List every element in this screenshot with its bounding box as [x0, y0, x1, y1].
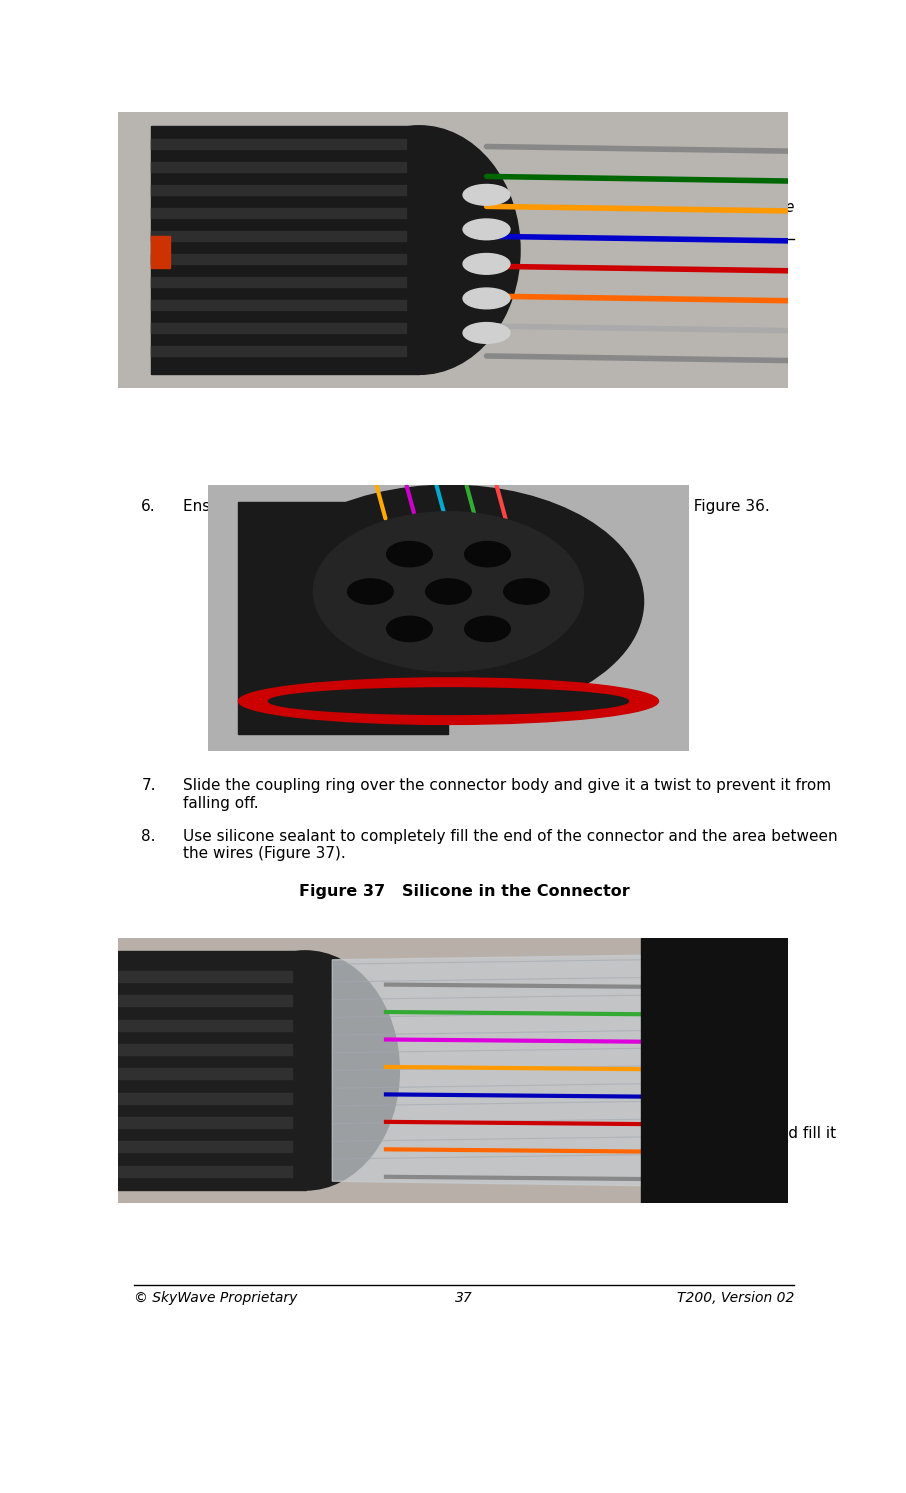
Bar: [238, 502, 448, 735]
Text: Figure 36   O-Ring over Connector Body: Figure 36 O-Ring over Connector Body: [284, 536, 644, 551]
Text: Figure 35   Wires and Solder Cups: Figure 35 Wires and Solder Cups: [311, 251, 618, 266]
Bar: [118, 996, 292, 1006]
Bar: [151, 346, 406, 355]
Text: Use silicone sealant to completely fill the end of the connector and the area be: Use silicone sealant to completely fill …: [183, 829, 838, 861]
Ellipse shape: [254, 485, 643, 718]
Text: © SkyWave Proprietary: © SkyWave Proprietary: [134, 1291, 298, 1305]
Bar: [118, 951, 305, 1190]
Text: 8.: 8.: [141, 829, 156, 844]
Text: 7.: 7.: [141, 778, 156, 793]
Bar: [151, 300, 406, 311]
Bar: [118, 1117, 292, 1129]
Bar: [118, 1141, 292, 1153]
Bar: [151, 125, 419, 375]
Polygon shape: [333, 956, 641, 1185]
Bar: [151, 254, 406, 264]
Bar: [118, 1044, 292, 1056]
Bar: [118, 1069, 292, 1079]
Text: Slide the coupling ring over the connector body and give it a twist to prevent i: Slide the coupling ring over the connect…: [183, 778, 832, 811]
Bar: [151, 276, 406, 287]
Ellipse shape: [463, 185, 510, 205]
Text: T200, Version 02: T200, Version 02: [677, 1291, 795, 1305]
Text: Figure 37   Silicone in the Connector: Figure 37 Silicone in the Connector: [299, 884, 630, 899]
Text: 6.: 6.: [141, 499, 156, 514]
Text: IDP 600 Terminal Series - Hardware Guide: IDP 600 Terminal Series - Hardware Guide: [487, 200, 795, 215]
Ellipse shape: [463, 254, 510, 275]
Ellipse shape: [463, 322, 510, 343]
Bar: [641, 938, 788, 1203]
Bar: [118, 1166, 292, 1176]
Ellipse shape: [463, 219, 510, 240]
Ellipse shape: [313, 512, 583, 672]
Text: 37: 37: [456, 1291, 473, 1305]
Circle shape: [465, 617, 510, 642]
Bar: [118, 1093, 292, 1103]
Circle shape: [348, 579, 393, 605]
Ellipse shape: [268, 688, 629, 715]
Text: Ensure the O-ring is in place over the connector body as shown in Figure 36.: Ensure the O-ring is in place over the c…: [183, 499, 770, 514]
Ellipse shape: [212, 951, 400, 1190]
Bar: [151, 208, 406, 218]
Bar: [118, 1020, 292, 1030]
Circle shape: [465, 542, 510, 567]
Circle shape: [387, 542, 432, 567]
Ellipse shape: [319, 125, 520, 375]
Ellipse shape: [238, 678, 659, 724]
Text: Slide the back shell up the cable as close as possible to the connector body and: Slide the back shell up the cable as clo…: [183, 1126, 836, 1159]
Text: 9.: 9.: [141, 1126, 156, 1142]
Bar: [151, 161, 406, 172]
Bar: [151, 139, 406, 149]
Circle shape: [426, 579, 471, 605]
Bar: [151, 231, 406, 240]
Bar: [151, 322, 406, 333]
Bar: [118, 970, 292, 982]
Circle shape: [387, 617, 432, 642]
Bar: [151, 236, 170, 269]
Ellipse shape: [463, 288, 510, 309]
Text: SkyWave: SkyWave: [141, 200, 339, 237]
Circle shape: [504, 579, 549, 605]
Bar: [151, 185, 406, 194]
